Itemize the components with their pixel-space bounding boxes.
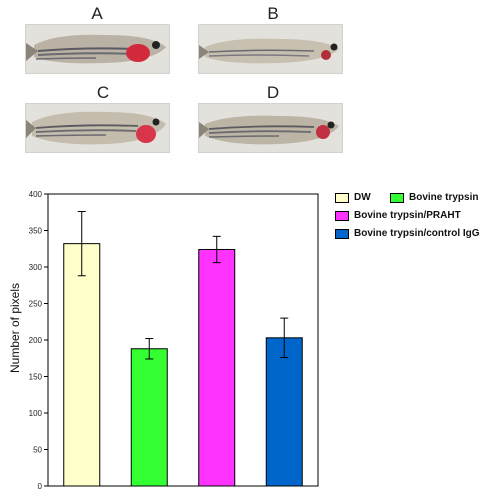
legend-swatch [390,192,404,203]
y-tick-label: 350 [29,227,43,236]
legend-swatch [335,228,349,239]
bar-bovine-trypsin-control-igg [265,337,303,487]
error-bar [212,235,221,264]
fish-photo-b [198,24,343,74]
legend-swatch [335,210,349,221]
legend-label: Bovine trypsin [409,192,479,203]
y-tick-label: 150 [29,373,43,382]
y-tick-label: 400 [29,190,43,199]
legend-item-bovine-trypsin: Bovine trypsin [390,192,478,203]
legend-label: Bovine trypsin/PRAHT [354,210,461,221]
y-tick-label: 250 [29,300,43,309]
bar-chart: 0 50 100 150 200 250 300 350 400 Number of pixel… [8,190,319,491]
y-axis: 0 50 100 150 200 250 300 350 400 [29,190,48,491]
error-bar [77,211,86,277]
bar-bovine-trypsin-praht [198,248,236,487]
y-tick-label: 0 [38,482,43,491]
y-tick-label: 200 [29,336,43,345]
fish-photo-d [198,103,343,153]
y-tick-label: 300 [29,263,43,272]
y-tick-label: 100 [29,409,43,418]
legend-item-bovine-trypsin-control-igg: Bovine trypsin/control IgG [335,228,480,239]
bar-bovine-trypsin [130,348,168,487]
plot-frame [47,193,319,487]
panel-label-c: C [96,83,110,102]
legend-item-dw: DW [335,192,371,203]
error-bar [280,317,289,359]
panel-label-d: D [266,83,280,102]
legend-label: Bovine trypsin/control IgG [354,228,480,239]
panel-label-b: B [267,4,279,23]
y-tick-label: 50 [33,446,42,455]
fish-photo-a [25,24,170,74]
legend-swatch [335,192,349,203]
panel-label-a: A [91,4,103,23]
error-bar [145,338,154,360]
y-axis-label: Number of pixels [8,283,22,373]
bars [63,211,303,487]
fish-photo-c [25,103,170,153]
bar-dw [63,243,101,487]
legend-item-bovine-trypsin-praht: Bovine trypsin/PRAHT [335,210,461,221]
legend-label: DW [354,192,371,203]
chart-legend: DW Bovine trypsin Bovine trypsin/PRAHT B… [335,192,495,262]
